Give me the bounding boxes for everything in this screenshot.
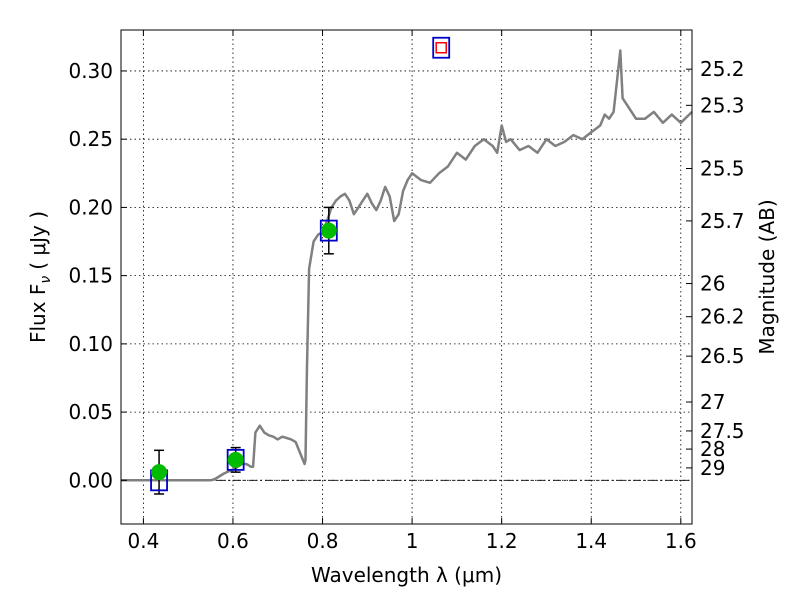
y-tick-label: 0.20 xyxy=(68,195,113,219)
y-axis-label: Flux Fν ( μJy ) xyxy=(26,211,54,343)
y-tick-label: 0.10 xyxy=(68,332,113,356)
y-tick-label: 0.15 xyxy=(68,264,113,288)
points-layer xyxy=(150,36,451,495)
observed-flux-marker xyxy=(320,222,337,239)
right-tick-label: 26.2 xyxy=(700,305,745,329)
observed-flux-marker xyxy=(227,451,244,468)
plot-frame xyxy=(120,29,693,525)
x-tick-label: 0.6 xyxy=(217,529,249,553)
x-tick-label: 0.8 xyxy=(307,529,339,553)
spectrum-line xyxy=(121,49,693,482)
nondetection-marker xyxy=(435,41,447,54)
y-axis-label-main: Flux F xyxy=(26,284,50,343)
x-tick-label: 1.6 xyxy=(665,529,697,553)
right-tick-label: 27.5 xyxy=(700,419,745,443)
y-tick-label: 0.00 xyxy=(68,468,113,492)
model-photometry-marker xyxy=(432,36,451,59)
x-axis-label: Wavelength λ (μm) xyxy=(311,563,502,587)
spectrum-layer xyxy=(121,49,693,482)
x-tick-label: 0.4 xyxy=(127,529,159,553)
right-axis-label: Magnitude (AB) xyxy=(755,199,779,354)
y-axis-label-unit: ( μJy ) xyxy=(26,211,50,270)
observed-flux-marker xyxy=(151,464,168,481)
right-tick-label: 29 xyxy=(700,456,725,480)
right-tick-label: 27 xyxy=(700,390,725,414)
y-axis-label-sub: ν xyxy=(38,276,54,284)
x-tick-label: 1.4 xyxy=(575,529,607,553)
grid-layer xyxy=(121,30,692,524)
right-tick-label: 25.7 xyxy=(700,209,745,233)
right-tick-label: 26.5 xyxy=(700,344,745,368)
ticks-layer: 0.4 0.6 0.8 1 1.2 1.4 1.6 0.00 0.05 0.10 0.15 0.20 0… xyxy=(68,30,745,553)
right-tick-label: 25.2 xyxy=(700,57,745,81)
x-tick-label: 1 xyxy=(406,529,419,553)
y-tick-label: 0.25 xyxy=(68,127,113,151)
right-tick-label: 26 xyxy=(700,272,725,296)
right-tick-label: 25.3 xyxy=(700,93,745,117)
x-tick-label: 1.2 xyxy=(486,529,518,553)
y-tick-label: 0.05 xyxy=(68,400,113,424)
y-tick-label: 0.30 xyxy=(68,59,113,83)
right-tick-label: 25.5 xyxy=(700,157,745,181)
right-tick-label: 28 xyxy=(700,437,725,461)
